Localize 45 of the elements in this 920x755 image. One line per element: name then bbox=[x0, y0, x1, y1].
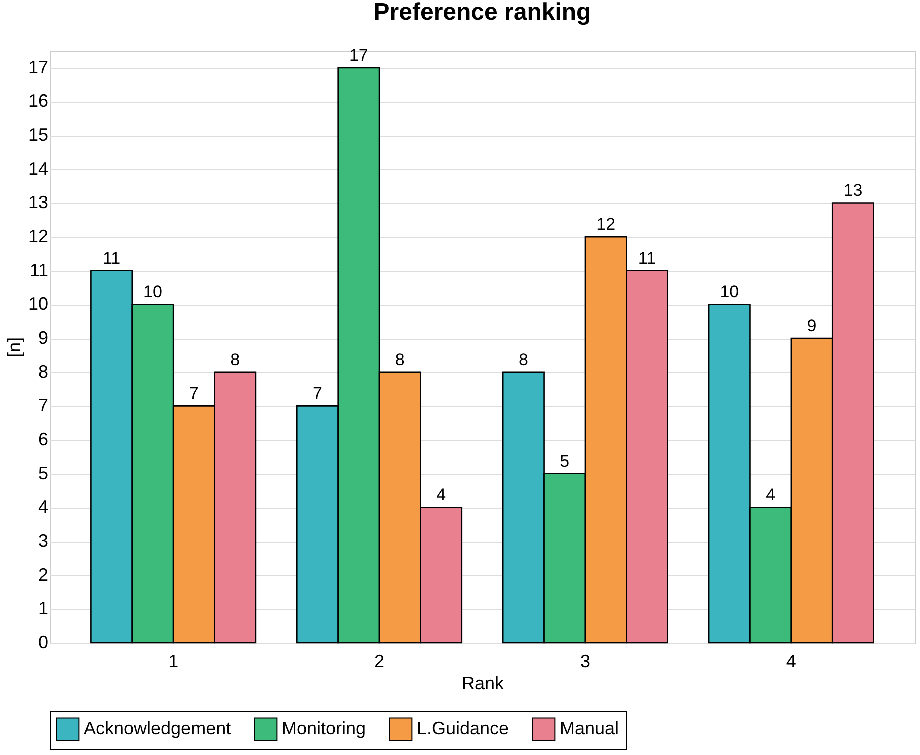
y-tick-label: 17 bbox=[28, 57, 48, 78]
data-label: 8 bbox=[230, 350, 240, 370]
data-label: 12 bbox=[596, 215, 616, 234]
data-label: 13 bbox=[844, 181, 863, 200]
y-tick-label: 11 bbox=[30, 260, 48, 280]
y-tick-label: 0 bbox=[38, 632, 48, 652]
x-tick-label: 3 bbox=[580, 652, 590, 672]
y-tick-label: 4 bbox=[38, 497, 48, 518]
y-tick-label: 6 bbox=[38, 430, 48, 450]
data-label: 9 bbox=[807, 316, 817, 336]
legend-label: L.Guidance bbox=[417, 718, 510, 738]
y-axis-title: [n] bbox=[4, 337, 24, 358]
x-tick-label: 4 bbox=[786, 652, 796, 672]
y-tick-label: 8 bbox=[38, 362, 48, 382]
data-label: 17 bbox=[349, 46, 368, 65]
y-tick-label: 15 bbox=[28, 125, 48, 146]
x-tick-label: 1 bbox=[168, 652, 179, 672]
chart-title: Preference ranking bbox=[374, 0, 592, 26]
y-tick-label: 2 bbox=[38, 564, 48, 585]
data-label: 11 bbox=[102, 248, 121, 268]
data-label: 5 bbox=[560, 452, 570, 471]
data-label: 4 bbox=[436, 486, 446, 505]
y-tick-label: 1 bbox=[38, 598, 48, 619]
data-label: 7 bbox=[189, 384, 199, 404]
data-label: 4 bbox=[766, 486, 776, 505]
legend-label: Manual bbox=[560, 718, 620, 738]
y-tick-label: 13 bbox=[28, 192, 48, 213]
y-tick-label: 16 bbox=[28, 91, 48, 112]
data-label: 10 bbox=[144, 282, 162, 302]
x-axis-title: Rank bbox=[462, 674, 506, 694]
data-label: 8 bbox=[518, 350, 528, 370]
y-tick-label: 10 bbox=[28, 294, 48, 314]
y-tick-label: 14 bbox=[28, 158, 48, 179]
data-label: 10 bbox=[720, 282, 740, 302]
y-tick-label: 9 bbox=[38, 328, 48, 348]
legend-label: Acknowledgement bbox=[84, 718, 232, 738]
legend-label: Monitoring bbox=[282, 718, 366, 738]
y-tick-label: 5 bbox=[38, 463, 48, 484]
y-tick-label: 12 bbox=[28, 226, 48, 247]
x-tick-label: 2 bbox=[374, 652, 385, 672]
y-tick-label: 3 bbox=[38, 531, 48, 552]
data-label: 8 bbox=[395, 350, 405, 370]
data-label: 7 bbox=[313, 384, 322, 404]
data-label: 11 bbox=[638, 248, 656, 268]
y-tick-label: 7 bbox=[38, 396, 48, 416]
